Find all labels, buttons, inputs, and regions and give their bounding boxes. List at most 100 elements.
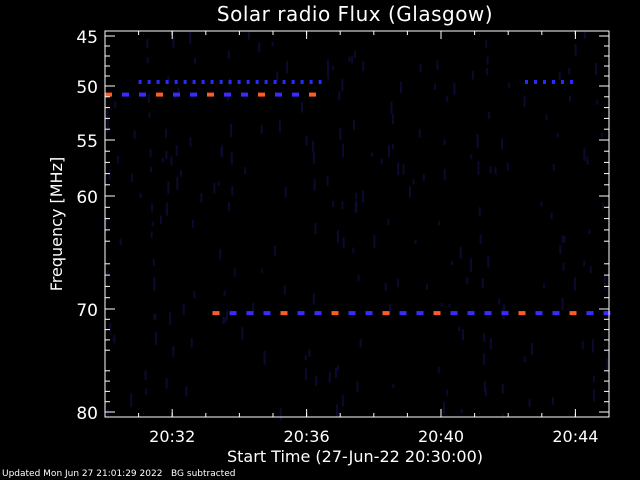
emission-cell xyxy=(348,311,356,316)
noise-cell xyxy=(412,179,415,185)
emission-cell xyxy=(569,311,577,316)
emission-cell xyxy=(331,311,339,316)
noise-cell xyxy=(172,35,175,48)
emission-cell xyxy=(416,311,424,316)
noise-cell xyxy=(228,202,230,212)
noise-cell xyxy=(106,408,109,419)
noise-cell xyxy=(483,380,486,392)
noise-cell xyxy=(308,348,311,358)
noise-cell xyxy=(105,219,108,228)
noise-cell xyxy=(106,109,109,120)
noise-cell xyxy=(200,192,203,203)
x-tick-label: 20:32 xyxy=(149,427,195,446)
noise-cell xyxy=(443,139,446,146)
emission-cell xyxy=(518,311,526,316)
noise-cell xyxy=(252,302,255,313)
emission-cell xyxy=(552,311,560,316)
noise-cell xyxy=(314,223,317,235)
noise-cell xyxy=(172,346,175,357)
noise-cell xyxy=(233,268,236,277)
noise-cell xyxy=(261,268,264,274)
noise-cell xyxy=(230,151,233,165)
noise-cell xyxy=(451,260,454,266)
emission-cell xyxy=(183,80,187,84)
noise-cell xyxy=(224,317,227,324)
emission-cell xyxy=(156,92,163,97)
x-axis-label: Start Time (27-Jun-22 20:30:00) xyxy=(227,447,483,466)
noise-cell xyxy=(443,401,445,415)
noise-cell xyxy=(337,365,340,371)
noise-cell xyxy=(286,60,289,74)
noise-cell xyxy=(530,343,533,355)
noise-cell xyxy=(108,169,111,180)
noise-cell xyxy=(591,339,594,353)
noise-cell xyxy=(486,68,489,76)
noise-cell xyxy=(153,276,156,291)
noise-cell xyxy=(422,174,425,182)
footer-line: Updated Mon Jun 27 21:01:29 2022 BG subt… xyxy=(2,469,235,479)
noise-cell xyxy=(392,114,394,124)
noise-cell xyxy=(362,61,365,72)
noise-cell xyxy=(341,79,344,92)
noise-cell xyxy=(165,150,168,160)
noise-cell xyxy=(357,275,360,281)
noise-cell xyxy=(117,155,120,164)
emission-cell xyxy=(229,311,237,316)
noise-cell xyxy=(581,340,584,349)
emission-cell xyxy=(241,92,248,97)
noise-cell xyxy=(501,138,504,150)
noise-cell xyxy=(501,384,504,394)
y-tick-label: 50 xyxy=(76,78,98,98)
noise-cell xyxy=(144,370,147,381)
noise-cell xyxy=(387,219,390,225)
heatmap-cells xyxy=(105,31,611,421)
emission-cell xyxy=(212,311,220,316)
x-axis-ticks: 20:32 20:36 20:40 20:44 xyxy=(138,31,598,446)
noise-cell xyxy=(244,167,247,175)
noise-cell xyxy=(606,358,609,370)
emission-cell xyxy=(309,92,316,97)
noise-cell xyxy=(154,313,157,321)
noise-cell xyxy=(487,256,490,268)
noise-cell xyxy=(227,50,230,59)
noise-cell xyxy=(279,408,282,421)
noise-cell xyxy=(446,389,449,396)
noise-cell xyxy=(593,388,596,402)
chart-title: Solar radio Flux (Glasgow) xyxy=(216,2,494,26)
noise-cell xyxy=(523,96,526,101)
y-tick-label: 55 xyxy=(76,132,98,152)
noise-cell xyxy=(561,297,564,311)
noise-cell xyxy=(352,247,355,253)
noise-cell xyxy=(151,203,154,212)
noise-cell xyxy=(145,388,148,395)
noise-cell xyxy=(501,413,504,419)
noise-cell xyxy=(588,229,591,234)
emission-cell xyxy=(237,80,241,84)
emission-cell xyxy=(450,311,458,316)
noise-cell xyxy=(397,162,400,175)
noise-cell xyxy=(263,350,266,365)
noise-cell xyxy=(384,282,387,291)
emission-cell xyxy=(534,80,537,84)
noise-cell xyxy=(283,285,286,295)
noise-cell xyxy=(217,181,220,186)
y-tick-label: 45 xyxy=(76,28,98,48)
noise-cell xyxy=(312,293,315,305)
noise-cell xyxy=(152,258,155,266)
noise-cell xyxy=(472,70,474,80)
noise-cell xyxy=(523,356,526,362)
noise-cell xyxy=(589,266,592,274)
emission-cell xyxy=(570,80,573,84)
emission-cell xyxy=(291,80,295,84)
emission-cell xyxy=(138,80,142,84)
emission-cell xyxy=(246,80,250,84)
noise-cell xyxy=(528,399,531,408)
emission-cell xyxy=(561,80,564,84)
noise-cell xyxy=(271,41,274,47)
noise-cell xyxy=(355,192,358,200)
noise-cell xyxy=(150,231,153,238)
noise-cell xyxy=(351,55,354,64)
noise-cell xyxy=(446,96,449,103)
noise-cell xyxy=(556,133,559,138)
